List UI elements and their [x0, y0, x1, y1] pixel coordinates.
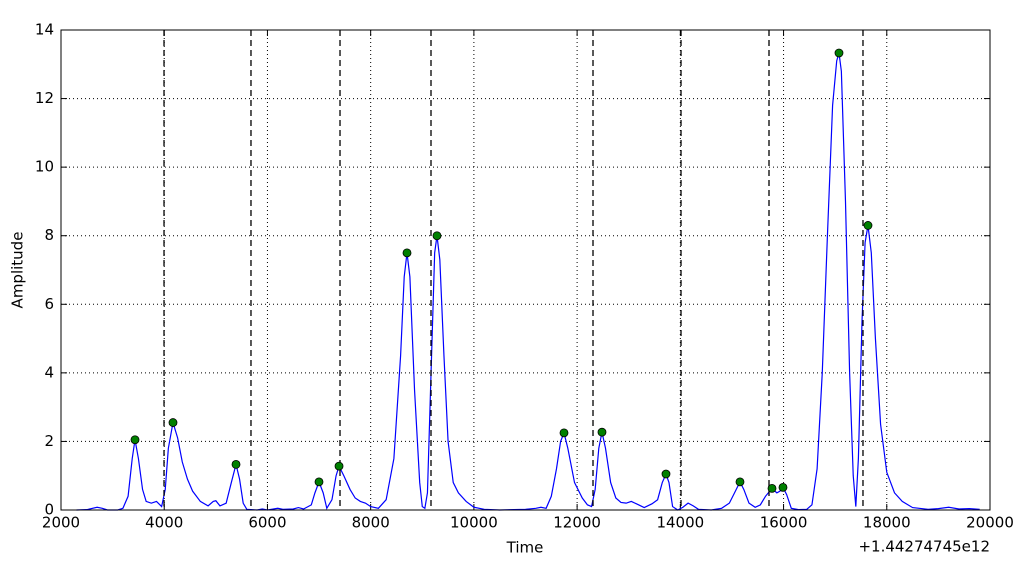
peak-marker: [863, 221, 873, 230]
peak-marker: [778, 482, 788, 492]
y-tick-label: 12: [35, 89, 54, 107]
peak-marker: [402, 248, 412, 258]
peak-marker: [168, 418, 178, 427]
x-tick-label: 4000: [145, 514, 183, 532]
y-tick-label: 2: [44, 432, 54, 450]
y-tick-label: 8: [44, 226, 54, 244]
x-tick-label: 12000: [553, 514, 601, 532]
y-tick-label: 14: [35, 21, 54, 39]
x-axis-label: Time: [506, 539, 544, 557]
x-tick-label: 10000: [450, 514, 498, 532]
plot-frame: [60, 29, 991, 511]
peak-marker: [334, 461, 344, 471]
x-tick-label: 14000: [656, 514, 704, 532]
x-offset-label: +1.44274745e12: [858, 538, 990, 556]
peak-marker: [661, 469, 671, 479]
peak-marker: [231, 459, 241, 469]
peak-marker: [130, 435, 140, 445]
y-tick-label: 4: [44, 363, 54, 381]
peak-marker: [735, 477, 745, 487]
y-axis-label: Amplitude: [9, 232, 27, 309]
peak-marker: [559, 428, 569, 438]
x-tick-label: 8000: [352, 514, 390, 532]
x-tick-label: 18000: [863, 514, 911, 532]
x-tick-label: 20000: [966, 514, 1014, 532]
signal-line: [76, 52, 980, 511]
y-tick-label: 6: [44, 295, 54, 313]
x-tick-label: 6000: [248, 514, 286, 532]
peak-marker: [314, 477, 324, 487]
y-tick-label: 10: [35, 158, 54, 176]
peak-marker: [432, 231, 442, 241]
peak-marker: [834, 48, 844, 58]
peak-marker: [597, 427, 607, 437]
y-tick-label: 0: [44, 501, 54, 519]
peak-marker: [767, 483, 777, 493]
x-tick-label: 16000: [760, 514, 808, 532]
x-tick-label: 2000: [42, 514, 80, 532]
